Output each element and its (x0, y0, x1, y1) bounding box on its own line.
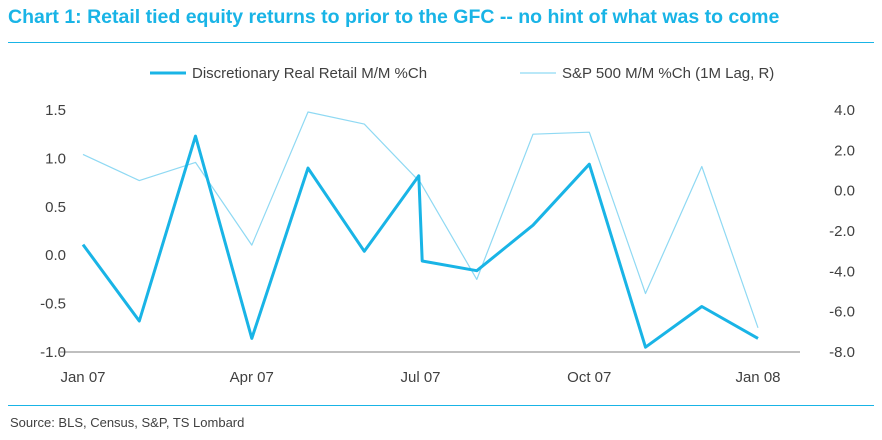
right-tick-label: 4.0 (834, 102, 855, 119)
right-tick-label: -4.0 (829, 263, 855, 280)
x-tick-label: Jul 07 (400, 369, 440, 386)
right-axis-ticks: 4.0 2.0 0.0 -2.0 -4.0 -6.0 -8.0 (829, 102, 855, 361)
left-tick-label: 1.5 (45, 102, 66, 119)
x-tick-label: Apr 07 (230, 369, 274, 386)
left-tick-label: 0.5 (45, 199, 66, 216)
legend-label-sp500: S&P 500 M/M %Ch (1M Lag, R) (562, 65, 774, 82)
legend: Discretionary Real Retail M/M %Ch S&P 50… (150, 65, 774, 82)
x-tick-label: Oct 07 (567, 369, 611, 386)
right-tick-label: 2.0 (834, 142, 855, 159)
left-axis-ticks: 1.5 1.0 0.5 0.0 -0.5 -1.0 (40, 102, 66, 361)
chart-title: Chart 1: Retail tied equity returns to p… (8, 6, 780, 28)
source-rule (8, 405, 874, 406)
left-tick-label: 1.0 (45, 150, 66, 167)
title-rule (8, 42, 874, 43)
left-tick-label: -0.5 (40, 296, 66, 313)
right-tick-label: 0.0 (834, 183, 855, 200)
series-line-retail (81, 134, 759, 349)
left-tick-label: -1.0 (40, 344, 66, 361)
left-tick-label: 0.0 (45, 247, 66, 264)
legend-label-retail: Discretionary Real Retail M/M %Ch (192, 65, 427, 82)
right-tick-label: -6.0 (829, 304, 855, 321)
x-axis-ticks: Jan 07 Apr 07 Jul 07 Oct 07 Jan 08 (60, 369, 780, 386)
right-tick-label: -8.0 (829, 344, 855, 361)
x-tick-label: Jan 07 (60, 369, 105, 386)
right-tick-label: -2.0 (829, 223, 855, 240)
source-note: Source: BLS, Census, S&P, TS Lombard (10, 415, 245, 430)
x-tick-label: Jan 08 (735, 369, 780, 386)
